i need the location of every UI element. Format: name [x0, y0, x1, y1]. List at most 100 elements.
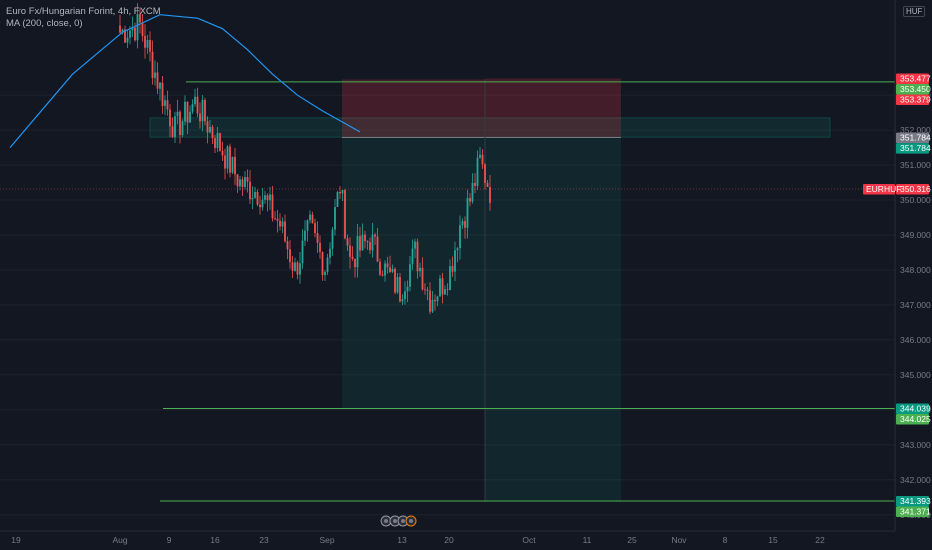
price-tick-label: 346.000 — [900, 335, 931, 345]
candle-body — [409, 264, 411, 287]
candle-body — [476, 157, 479, 186]
candle-body — [209, 126, 211, 133]
candle-body — [406, 286, 409, 292]
symbol-tag — [863, 184, 895, 195]
candle-body — [129, 30, 131, 38]
candle-body — [441, 278, 444, 295]
candle-body — [474, 182, 476, 186]
candle-body — [329, 248, 331, 258]
symbol-tag-label: EURHUF — [866, 184, 901, 194]
currency-badge[interactable]: HUF — [903, 6, 926, 17]
candle-body — [314, 223, 316, 234]
candle-body — [186, 101, 189, 123]
event-markers — [380, 515, 417, 527]
candle-body — [399, 277, 401, 302]
candle-body — [281, 221, 284, 227]
candle-body — [419, 267, 421, 272]
price-tag-label: 341.371 — [900, 507, 931, 517]
ma-200-line — [9, 14, 361, 148]
time-tick-label: 25 — [627, 535, 637, 545]
price-tag-label: 353.450 — [900, 84, 931, 94]
chart-legend: Euro Fx/Hungarian Forint, 4h, FXCM MA (2… — [6, 6, 161, 30]
price-tag-label: 341.393 — [900, 496, 931, 506]
candle-body — [246, 177, 249, 182]
candle-body — [254, 192, 256, 198]
price-tick-label: 347.000 — [900, 300, 931, 310]
candle-body — [294, 262, 296, 271]
chart-grid — [0, 94, 895, 516]
time-tick-label: 13 — [397, 535, 407, 545]
candle-body — [481, 154, 484, 165]
candle-body — [249, 181, 251, 200]
time-tick-label: 11 — [583, 535, 592, 545]
price-tick-label: 351.000 — [900, 160, 931, 170]
candle-body — [149, 39, 151, 52]
candle-body — [271, 194, 274, 219]
moving-average-series — [9, 14, 361, 148]
candle-body — [121, 29, 124, 33]
price-tag — [896, 73, 929, 84]
candle-body — [184, 101, 186, 122]
time-tick-label: 8 — [723, 535, 728, 545]
candle-body — [316, 233, 319, 243]
time-tick-label: Oct — [522, 535, 536, 545]
price-tag — [896, 496, 929, 507]
symbol-title: Euro Fx/Hungarian Forint, 4h, FXCM — [6, 6, 161, 17]
candle-body — [179, 111, 181, 136]
time-tick-label: 16 — [210, 535, 220, 545]
candle-body — [361, 234, 364, 251]
candle-body — [364, 234, 366, 242]
candle-body — [289, 249, 291, 263]
price-tag-label: 353.379 — [900, 94, 931, 104]
candle-body — [434, 299, 436, 302]
candle-body — [274, 218, 276, 220]
candle-body — [166, 100, 169, 110]
candle-body — [131, 27, 134, 31]
candle-body — [351, 256, 354, 259]
candle-body — [471, 182, 474, 202]
candle-body — [449, 266, 451, 291]
time-tick-label: Nov — [671, 535, 687, 545]
candle-body — [141, 22, 144, 36]
candle-body — [366, 241, 369, 243]
price-tag — [896, 132, 929, 144]
candle-body — [224, 155, 226, 169]
candle-body — [486, 182, 489, 188]
candle-body — [296, 262, 299, 275]
candle-body — [479, 154, 481, 158]
economic-event-icon-dot — [401, 519, 405, 523]
candle-body — [144, 35, 146, 48]
candle-body — [394, 268, 396, 293]
candle-body — [261, 199, 264, 208]
candle-body — [439, 278, 441, 297]
candle-body — [264, 195, 266, 200]
candle-body — [259, 204, 261, 208]
candle-body — [324, 272, 326, 276]
candle-body — [136, 14, 139, 41]
candle-body — [411, 248, 414, 265]
candle-body — [379, 261, 381, 275]
candle-body — [464, 221, 466, 228]
price-tag — [896, 143, 929, 154]
candle-body — [134, 27, 136, 41]
candle-body — [171, 126, 174, 138]
candle-body — [299, 263, 301, 275]
candle-body — [326, 257, 329, 273]
candle-body — [214, 138, 216, 149]
candle-body — [176, 111, 179, 117]
candle-body — [311, 214, 314, 224]
candle-body — [446, 289, 449, 291]
candle-body — [256, 192, 259, 205]
candle-body — [469, 198, 471, 202]
take-profit-zone — [485, 137, 621, 502]
candle-body — [211, 126, 214, 139]
time-tick-label: 22 — [815, 535, 825, 545]
candle-body — [266, 195, 269, 201]
candle-body — [191, 104, 194, 112]
candle-body — [309, 214, 311, 221]
candle-body — [374, 234, 376, 237]
candle-body — [334, 207, 336, 230]
price-tick-label: 345.000 — [900, 370, 931, 380]
candle-body — [276, 218, 279, 221]
